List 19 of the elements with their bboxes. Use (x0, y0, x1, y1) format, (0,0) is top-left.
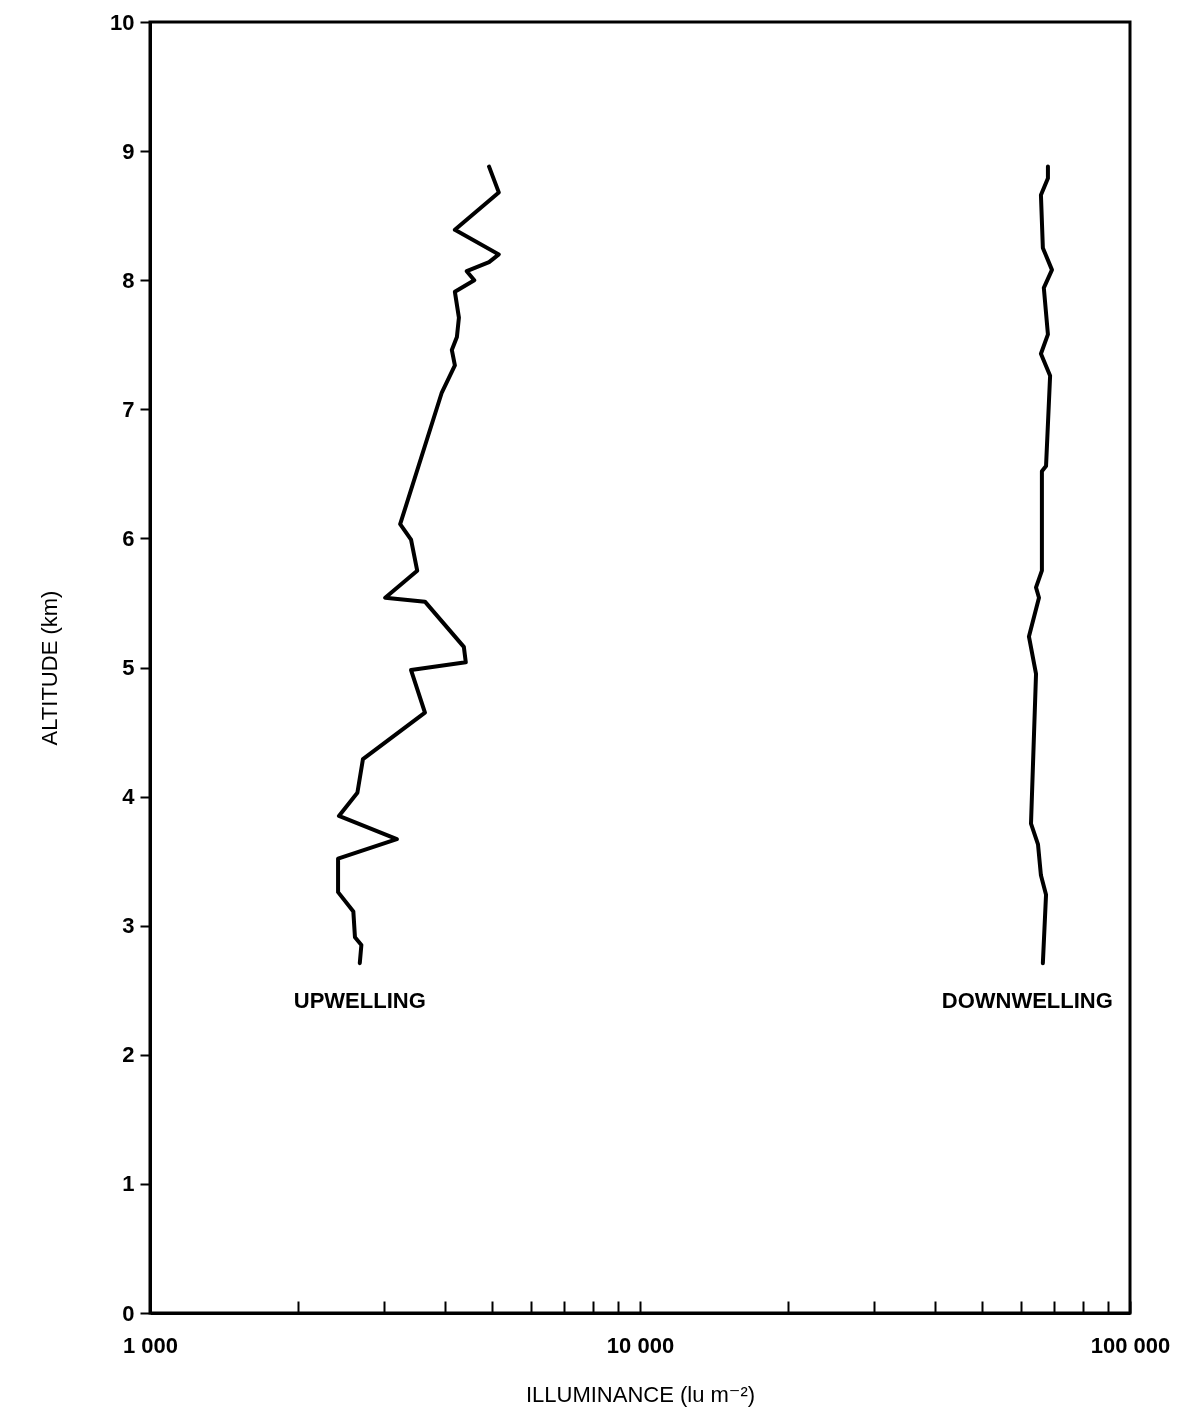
series-label: DOWNWELLING (941, 988, 1113, 1014)
y-tick-label: 6 (122, 525, 135, 551)
x-axis-title: ILLUMINANCE (lu m⁻²) (525, 1381, 756, 1407)
y-tick-label: 8 (122, 267, 135, 293)
y-tick-label: 10 (110, 9, 135, 35)
y-tick-label: 0 (122, 1300, 135, 1326)
y-tick-label: 2 (122, 1042, 135, 1068)
x-tick-label: 10 000 (606, 1332, 675, 1358)
y-tick-label: 1 (122, 1171, 135, 1197)
x-tick-label: 1 000 (122, 1332, 179, 1358)
y-tick-label: 9 (122, 138, 135, 164)
series-label: UPWELLING (293, 988, 426, 1014)
y-tick-label: 3 (122, 913, 135, 939)
line-series (1026, 164, 1054, 966)
y-tick-label: 4 (122, 784, 136, 810)
y-tick-label: 5 (122, 655, 135, 680)
y-tick-label: 7 (122, 396, 135, 422)
x-tick-label: 100 000 (1090, 1332, 1171, 1358)
y-axis-title: ALTITUDE (km) (37, 590, 63, 746)
